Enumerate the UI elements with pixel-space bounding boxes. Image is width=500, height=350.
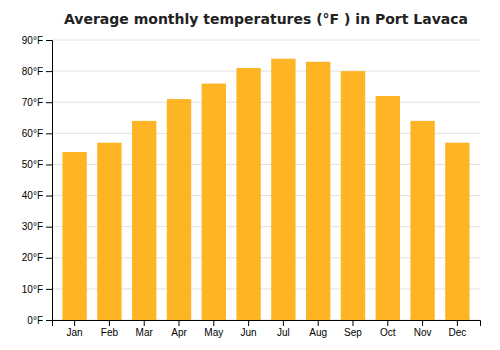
grid-line (52, 40, 480, 41)
x-tick-label: Dec (448, 327, 466, 338)
y-axis-line (46, 41, 53, 321)
title: Average monthly temperatures (°F ) in Po… (64, 11, 468, 27)
y-tick-label: 90°F (22, 35, 43, 46)
bar (376, 96, 400, 320)
bar (341, 71, 365, 320)
chart: 0°F 10°F 20°F 30°F 40°F 50°F 60°F 70°F 80°F 90°F J… (0, 0, 500, 350)
grid-line (52, 102, 480, 103)
x-axis: Jan Feb Mar Apr May Jun Jul Aug Sep Oct Nov Dec (53, 320, 481, 338)
x-tick-label: Mar (136, 327, 154, 338)
y-tick-mark (46, 196, 52, 197)
x-tick-label: May (204, 327, 223, 338)
y-tick: 90°F (22, 35, 52, 46)
bar (271, 59, 295, 320)
y-tick-mark (46, 289, 52, 290)
y-tick: 70°F (22, 97, 52, 108)
x-tick-mark (283, 320, 284, 326)
y-tick-mark (46, 320, 52, 321)
bar (410, 121, 434, 320)
y-tick: 80°F (22, 66, 52, 77)
y-tick: 50°F (22, 159, 52, 170)
y-tick-label: 50°F (22, 159, 43, 170)
x-tick: Jan (67, 320, 83, 338)
x-tick-mark (457, 320, 458, 326)
x-tick-label: Feb (101, 327, 119, 338)
y-tick-mark (46, 258, 52, 259)
x-tick-label: Jun (241, 327, 257, 338)
x-tick-mark (387, 320, 388, 326)
grid-line (52, 71, 480, 72)
bar (306, 62, 330, 320)
x-tick-label: Oct (380, 327, 396, 338)
grid (52, 40, 480, 320)
y-tick-mark (46, 71, 52, 72)
x-tick-mark (109, 320, 110, 326)
y-tick-mark (46, 227, 52, 228)
bar (202, 84, 226, 320)
y-tick: 0°F (27, 315, 52, 326)
y-tick: 10°F (22, 284, 52, 295)
bar (236, 68, 260, 320)
y-tick-label: 80°F (22, 66, 43, 77)
x-axis-line (53, 321, 481, 327)
x-tick: May (204, 320, 223, 338)
x-tick-label: Jan (67, 327, 83, 338)
x-tick: Dec (448, 320, 466, 338)
y-axis: 0°F 10°F 20°F 30°F 40°F 50°F 60°F 70°F 80°F 90°F (22, 35, 53, 326)
y-tick-mark (46, 164, 52, 165)
x-tick: Apr (171, 320, 187, 338)
y-tick-mark (46, 40, 52, 41)
x-tick-label: Apr (171, 327, 187, 338)
x-tick: Nov (414, 320, 432, 338)
y-tick-label: 30°F (22, 221, 43, 232)
y-tick-label: 40°F (22, 190, 43, 201)
x-tick-mark (422, 320, 423, 326)
y-tick-label: 0°F (27, 315, 43, 326)
x-tick: Aug (309, 320, 327, 338)
y-tick: 30°F (22, 221, 52, 232)
x-tick-mark (179, 320, 180, 326)
x-tick: Jun (241, 320, 257, 338)
y-tick-label: 60°F (22, 128, 43, 139)
bar (62, 152, 86, 320)
x-tick: Oct (380, 320, 396, 338)
y-tick: 20°F (22, 252, 52, 263)
x-tick: Sep (344, 320, 362, 338)
x-tick-label: Jul (277, 327, 290, 338)
y-tick-label: 70°F (22, 97, 43, 108)
x-tick-mark (74, 320, 75, 326)
bar (445, 143, 469, 320)
y-tick: 40°F (22, 190, 52, 201)
x-tick: Mar (136, 320, 154, 338)
x-tick-label: Sep (344, 327, 362, 338)
x-tick-mark (318, 320, 319, 326)
y-tick: 60°F (22, 128, 52, 139)
x-tick-mark (144, 320, 145, 326)
y-tick-label: 20°F (22, 252, 43, 263)
y-tick-mark (46, 133, 52, 134)
bar (97, 143, 121, 320)
x-tick: Feb (101, 320, 119, 338)
x-tick-label: Aug (309, 327, 327, 338)
x-tick-mark (213, 320, 214, 326)
bar (167, 99, 191, 320)
y-tick-label: 10°F (22, 284, 43, 295)
x-tick-mark (352, 320, 353, 326)
x-tick-mark (248, 320, 249, 326)
x-tick-label: Nov (414, 327, 432, 338)
plot-area (62, 59, 469, 320)
y-tick-mark (46, 102, 52, 103)
x-tick: Jul (277, 320, 290, 338)
bar (132, 121, 156, 320)
